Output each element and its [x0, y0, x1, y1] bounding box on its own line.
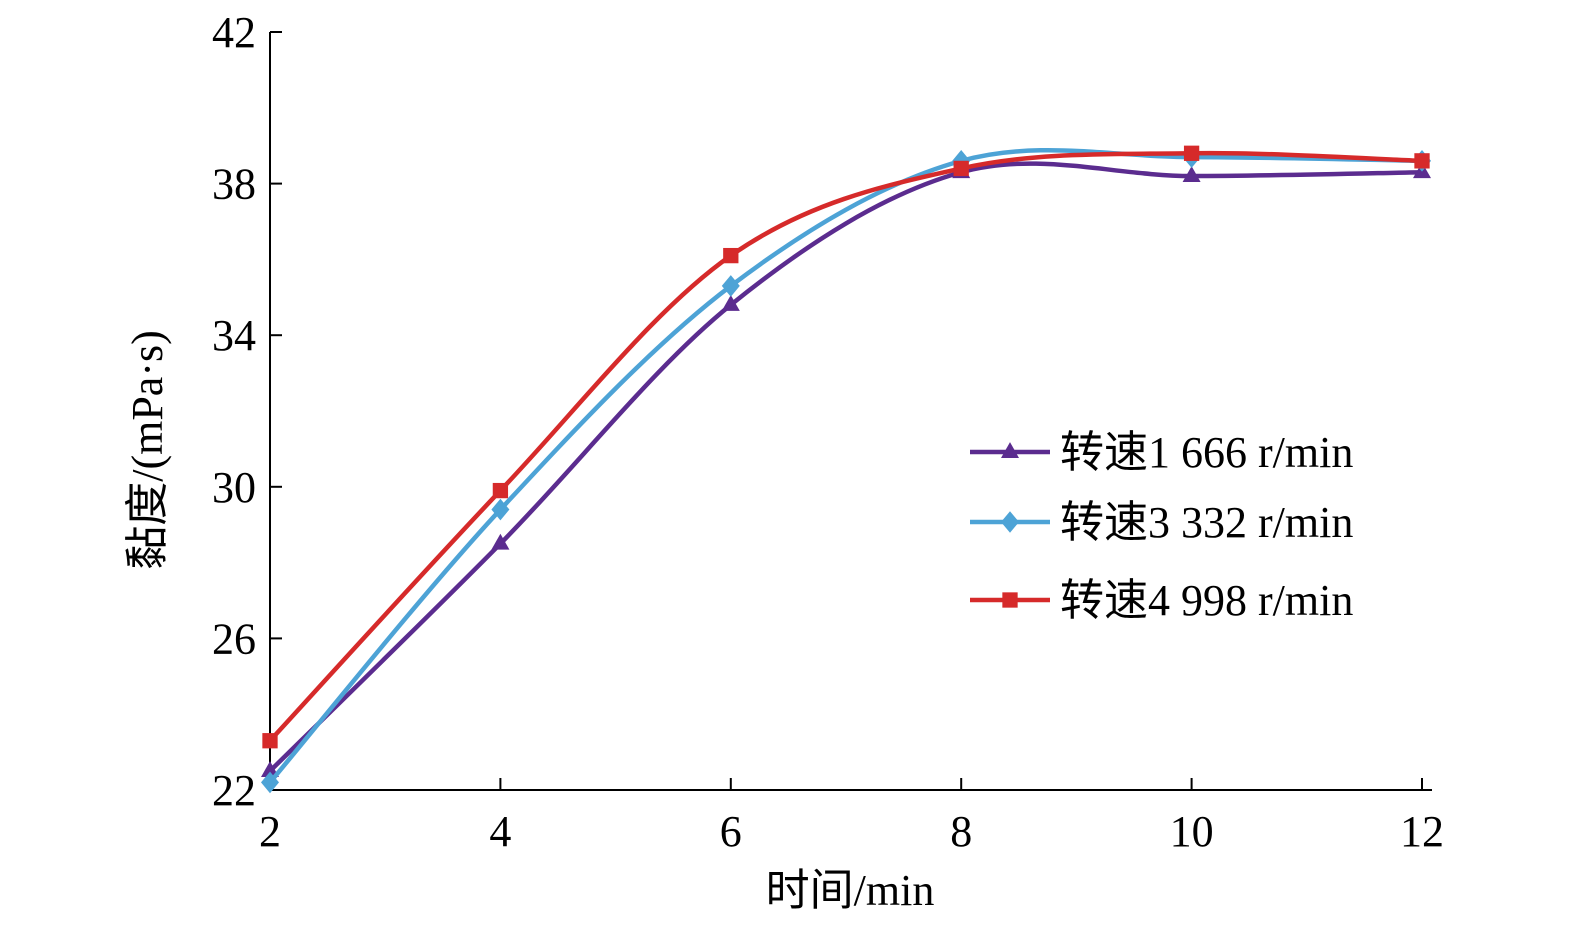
data-point — [262, 733, 277, 748]
data-point — [493, 483, 508, 498]
x-axis-title: 时间/min — [766, 866, 935, 915]
legend-label: 转速1 666 r/min — [1060, 428, 1353, 477]
x-tick-label: 10 — [1170, 807, 1214, 856]
y-ticks: 22 26 30 34 38 42 — [212, 8, 282, 815]
data-point — [723, 248, 738, 263]
y-tick-label: 34 — [212, 311, 256, 360]
legend-label: 转速3 332 r/min — [1060, 498, 1353, 547]
y-axis-title: 黏度/(mPa·s) — [123, 330, 172, 570]
legend: 转速1 666 r/min 转速3 332 r/min 转速4 998 r/min — [970, 428, 1353, 625]
y-tick-label: 38 — [212, 160, 256, 209]
x-tick-label: 2 — [259, 807, 281, 856]
data-point — [954, 161, 969, 176]
data-point — [1184, 146, 1199, 161]
y-tick-label: 30 — [212, 463, 256, 512]
y-tick-label: 22 — [212, 766, 256, 815]
y-tick-label: 26 — [212, 614, 256, 663]
x-tick-label: 8 — [950, 807, 972, 856]
legend-label: 转速4 998 r/min — [1060, 576, 1353, 625]
legend-marker — [1001, 511, 1019, 533]
legend-item: 转速1 666 r/min — [970, 428, 1353, 477]
x-tick-label: 6 — [720, 807, 742, 856]
y-tick-label: 42 — [212, 8, 256, 57]
legend-item: 转速4 998 r/min — [970, 576, 1353, 625]
legend-marker — [1002, 592, 1017, 607]
data-point — [1414, 153, 1429, 168]
axes — [270, 32, 1432, 790]
x-tick-label: 4 — [489, 807, 511, 856]
legend-item: 转速3 332 r/min — [970, 498, 1353, 547]
x-tick-label: 12 — [1400, 807, 1444, 856]
